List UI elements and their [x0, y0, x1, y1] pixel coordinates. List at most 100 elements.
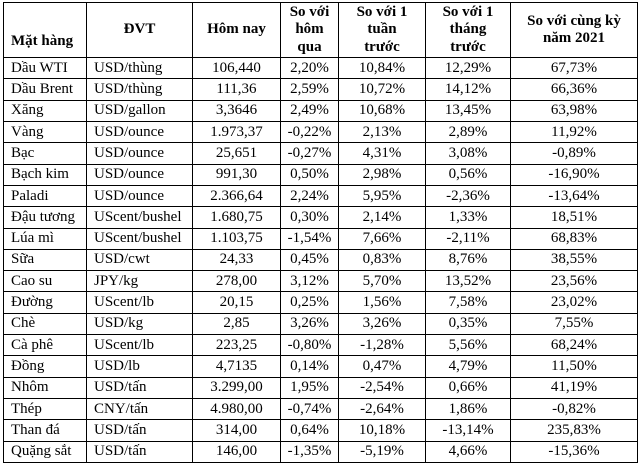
cell-commodity: Quặng sắt	[3, 440, 87, 464]
table-row: Than đá USD/tấn 314,00 0,64% 10,18% -13,14% 23…	[3, 419, 638, 442]
cell-vs-2021: 23,02%	[510, 291, 638, 314]
cell-vs-yesterday: 0,45%	[280, 248, 339, 272]
cell-today: 3,3646	[192, 99, 281, 122]
cell-vs-1-week: 1,56%	[338, 291, 426, 314]
column-header-vs-2021: So với cùng kỳ năm 2021	[510, 2, 638, 58]
table-body: Dầu WTI USD/thùng 106,440 2,20% 10,84% 12,29%…	[3, 56, 638, 464]
cell-vs-1-week: 2,13%	[338, 120, 426, 144]
cell-today: 24,33	[192, 248, 281, 272]
cell-today: 146,00	[192, 440, 281, 464]
cell-today: 106,440	[192, 56, 281, 80]
cell-vs-2021: -13,64%	[510, 184, 638, 208]
table-row: Vàng USD/ounce 1.973,37 -0,22% 2,13% 2,89% 11,…	[3, 120, 638, 144]
cell-unit: UScent/bushel	[86, 206, 193, 229]
cell-vs-1-week: -2,64%	[338, 397, 426, 421]
cell-commodity: Bạc	[3, 142, 87, 165]
cell-vs-1-month: 5,56%	[425, 334, 511, 357]
cell-vs-yesterday: 0,50%	[280, 163, 339, 186]
cell-vs-yesterday: -0,74%	[280, 397, 339, 421]
cell-unit: USD/tấn	[86, 376, 193, 400]
table-row: Dầu WTI USD/thùng 106,440 2,20% 10,84% 12,29%…	[3, 56, 638, 80]
cell-commodity: Dầu WTI	[3, 56, 87, 80]
table-row: Bạch kim USD/ounce 991,30 0,50% 2,98% 0,56% -1…	[3, 163, 638, 186]
commodity-price-table: Mặt hàng ĐVT Hôm nay So với hôm qua So với 1…	[3, 2, 638, 464]
cell-vs-1-week: 10,84%	[338, 56, 426, 80]
cell-today: 4,7135	[192, 355, 281, 378]
cell-vs-yesterday: 0,14%	[280, 355, 339, 378]
cell-vs-1-month: -2,36%	[425, 184, 511, 208]
cell-unit: USD/ounce	[86, 120, 193, 144]
cell-vs-1-month: -2,11%	[425, 227, 511, 250]
cell-vs-1-week: 2,98%	[338, 163, 426, 186]
cell-vs-2021: 67,73%	[510, 56, 638, 80]
cell-commodity: Đậu tương	[3, 206, 87, 229]
cell-commodity: Thép	[3, 397, 87, 421]
cell-vs-1-month: 4,66%	[425, 440, 511, 464]
cell-vs-1-month: 13,52%	[425, 270, 511, 293]
cell-vs-2021: -0,89%	[510, 142, 638, 165]
cell-vs-yesterday: 1,95%	[280, 376, 339, 400]
table-row: Cao su JPY/kg 278,00 3,12% 5,70% 13,52% 23,56%	[3, 270, 638, 293]
cell-commodity: Sữa	[3, 248, 87, 272]
cell-vs-1-week: 2,14%	[338, 206, 426, 229]
table-row: Quặng sắt USD/tấn 146,00 -1,35% -5,19% 4,66% -…	[3, 440, 638, 464]
column-header-vs-1-month: So với 1 tháng trước	[425, 2, 511, 58]
cell-vs-yesterday: 2,49%	[280, 99, 339, 122]
cell-vs-1-month: 0,56%	[425, 163, 511, 186]
cell-vs-1-week: 0,83%	[338, 248, 426, 272]
cell-vs-1-month: 1,33%	[425, 206, 511, 229]
cell-commodity: Vàng	[3, 120, 87, 144]
cell-vs-2021: 23,56%	[510, 270, 638, 293]
cell-vs-1-week: 4,31%	[338, 142, 426, 165]
table-row: Thép CNY/tấn 4.980,00 -0,74% -2,64% 1,86% -0,8…	[3, 397, 638, 421]
cell-vs-1-month: 8,76%	[425, 248, 511, 272]
cell-vs-yesterday: 0,25%	[280, 291, 339, 314]
cell-vs-2021: 235,83%	[510, 419, 638, 442]
cell-vs-yesterday: -1,54%	[280, 227, 339, 250]
cell-vs-1-month: 13,45%	[425, 99, 511, 122]
cell-unit: UScent/lb	[86, 291, 193, 314]
cell-unit: USD/gallon	[86, 99, 193, 122]
column-header-vs-yesterday: So với hôm qua	[280, 2, 339, 58]
cell-today: 1.103,75	[192, 227, 281, 250]
cell-vs-1-week: -5,19%	[338, 440, 426, 464]
cell-vs-2021: 66,36%	[510, 78, 638, 101]
cell-today: 1.973,37	[192, 120, 281, 144]
cell-today: 2.366,64	[192, 184, 281, 208]
cell-vs-yesterday: -0,80%	[280, 334, 339, 357]
cell-commodity: Lúa mì	[3, 227, 87, 250]
cell-unit: USD/cwt	[86, 248, 193, 272]
table-row: Nhôm USD/tấn 3.299,00 1,95% -2,54% 0,66% 41,19…	[3, 376, 638, 400]
cell-unit: CNY/tấn	[86, 397, 193, 421]
table-row: Lúa mì UScent/bushel 1.103,75 -1,54% 7,66% -2…	[3, 227, 638, 250]
cell-commodity: Paladi	[3, 184, 87, 208]
cell-vs-1-month: 14,12%	[425, 78, 511, 101]
cell-vs-1-week: -1,28%	[338, 334, 426, 357]
cell-today: 223,25	[192, 334, 281, 357]
cell-today: 111,36	[192, 78, 281, 101]
cell-commodity: Đường	[3, 291, 87, 314]
cell-commodity: Cao su	[3, 270, 87, 293]
cell-unit: USD/ounce	[86, 184, 193, 208]
cell-vs-yesterday: 3,26%	[280, 312, 339, 336]
table-row: Cà phê UScent/lb 223,25 -0,80% -1,28% 5,56% 68…	[3, 334, 638, 357]
cell-unit: USD/tấn	[86, 440, 193, 464]
cell-unit: USD/lb	[86, 355, 193, 378]
column-header-commodity: Mặt hàng	[3, 2, 87, 58]
cell-vs-2021: 38,55%	[510, 248, 638, 272]
cell-commodity: Bạch kim	[3, 163, 87, 186]
table-row: Đường UScent/lb 20,15 0,25% 1,56% 7,58% 23,02%	[3, 291, 638, 314]
column-header-today: Hôm nay	[192, 2, 281, 58]
cell-vs-1-week: 3,26%	[338, 312, 426, 336]
cell-vs-2021: 68,83%	[510, 227, 638, 250]
table-header-row: Mặt hàng ĐVT Hôm nay So với hôm qua So với 1…	[3, 2, 638, 58]
cell-vs-yesterday: -0,22%	[280, 120, 339, 144]
table-row: Chè USD/kg 2,85 3,26% 3,26% 0,35% 7,55%	[3, 312, 638, 336]
cell-unit: UScent/bushel	[86, 227, 193, 250]
cell-today: 3.299,00	[192, 376, 281, 400]
cell-vs-yesterday: 0,30%	[280, 206, 339, 229]
cell-vs-1-month: 3,08%	[425, 142, 511, 165]
cell-vs-1-week: 10,18%	[338, 419, 426, 442]
cell-vs-1-month: 4,79%	[425, 355, 511, 378]
cell-vs-1-week: -2,54%	[338, 376, 426, 400]
